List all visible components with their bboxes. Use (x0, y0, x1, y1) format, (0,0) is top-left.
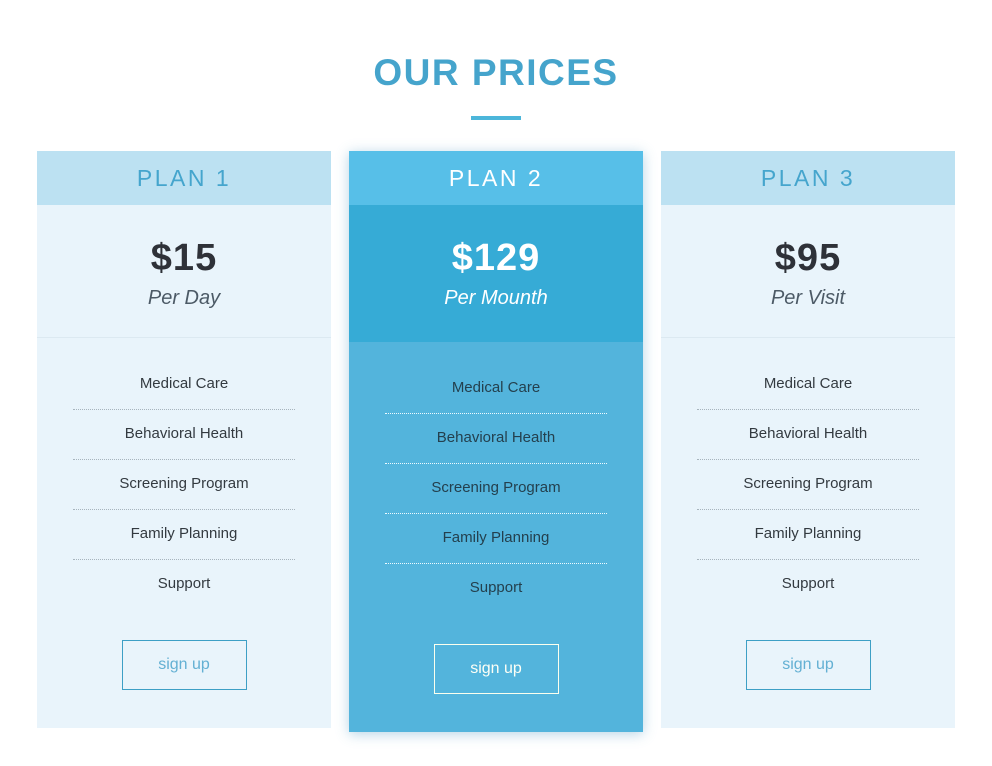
feature-item: Behavioral Health (73, 410, 295, 460)
plan-1-price: $15 (150, 237, 218, 279)
plan-2-price: $129 (451, 237, 541, 279)
feature-item: Behavioral Health (385, 414, 607, 464)
feature-item: Medical Care (697, 360, 919, 410)
feature-item: Support (157, 575, 211, 592)
plan-2-body: $129 Per Mounth Medical Care Behavioral … (349, 205, 643, 732)
plan-2-signup-button[interactable]: sign up (433, 644, 559, 694)
feature-item: Medical Care (73, 360, 295, 410)
feature-item: Support (781, 575, 835, 592)
feature-item: Support (469, 579, 523, 596)
plan-3-signup-button[interactable]: sign up (745, 640, 871, 690)
feature-item: Family Planning (385, 514, 607, 564)
plan-2-price-block: $129 Per Mounth (349, 205, 643, 342)
plan-1-signup-button[interactable]: sign up (121, 640, 247, 690)
plan-1-period: Per Day (147, 287, 221, 309)
plan-3-price-block: $95 Per Visit (661, 205, 955, 338)
plan-card-3: PLAN 3 $95 Per Visit Medical Care Behavi… (661, 151, 955, 728)
plan-2-feature-list: Medical Care Behavioral Health Screening… (349, 342, 643, 613)
plan-1-price-block: $15 Per Day (37, 205, 331, 338)
title-underline-divider (471, 116, 521, 120)
plan-1-feature-list: Medical Care Behavioral Health Screening… (37, 338, 331, 609)
plan-card-1: PLAN 1 $15 Per Day Medical Care Behavior… (37, 151, 331, 728)
plan-3-header: PLAN 3 (661, 151, 955, 205)
feature-item: Family Planning (73, 510, 295, 560)
feature-item: Screening Program (697, 460, 919, 510)
plan-1-body: $15 Per Day Medical Care Behavioral Heal… (37, 205, 331, 728)
plan-3-feature-list: Medical Care Behavioral Health Screening… (661, 338, 955, 609)
plan-3-period: Per Visit (770, 287, 846, 309)
plan-3-body: $95 Per Visit Medical Care Behavioral He… (661, 205, 955, 728)
plan-3-price: $95 (774, 237, 842, 279)
feature-item: Screening Program (385, 464, 607, 514)
plan-2-period: Per Mounth (444, 287, 548, 309)
page-title: OUR PRICES (373, 52, 619, 93)
feature-item: Behavioral Health (697, 410, 919, 460)
feature-item: Family Planning (697, 510, 919, 560)
plan-2-header: PLAN 2 (349, 151, 643, 205)
feature-item: Medical Care (385, 364, 607, 414)
pricing-cards-row: PLAN 1 $15 Per Day Medical Care Behavior… (0, 151, 992, 732)
plan-card-2: PLAN 2 $129 Per Mounth Medical Care Beha… (349, 151, 643, 732)
feature-item: Screening Program (73, 460, 295, 510)
plan-1-header: PLAN 1 (37, 151, 331, 205)
